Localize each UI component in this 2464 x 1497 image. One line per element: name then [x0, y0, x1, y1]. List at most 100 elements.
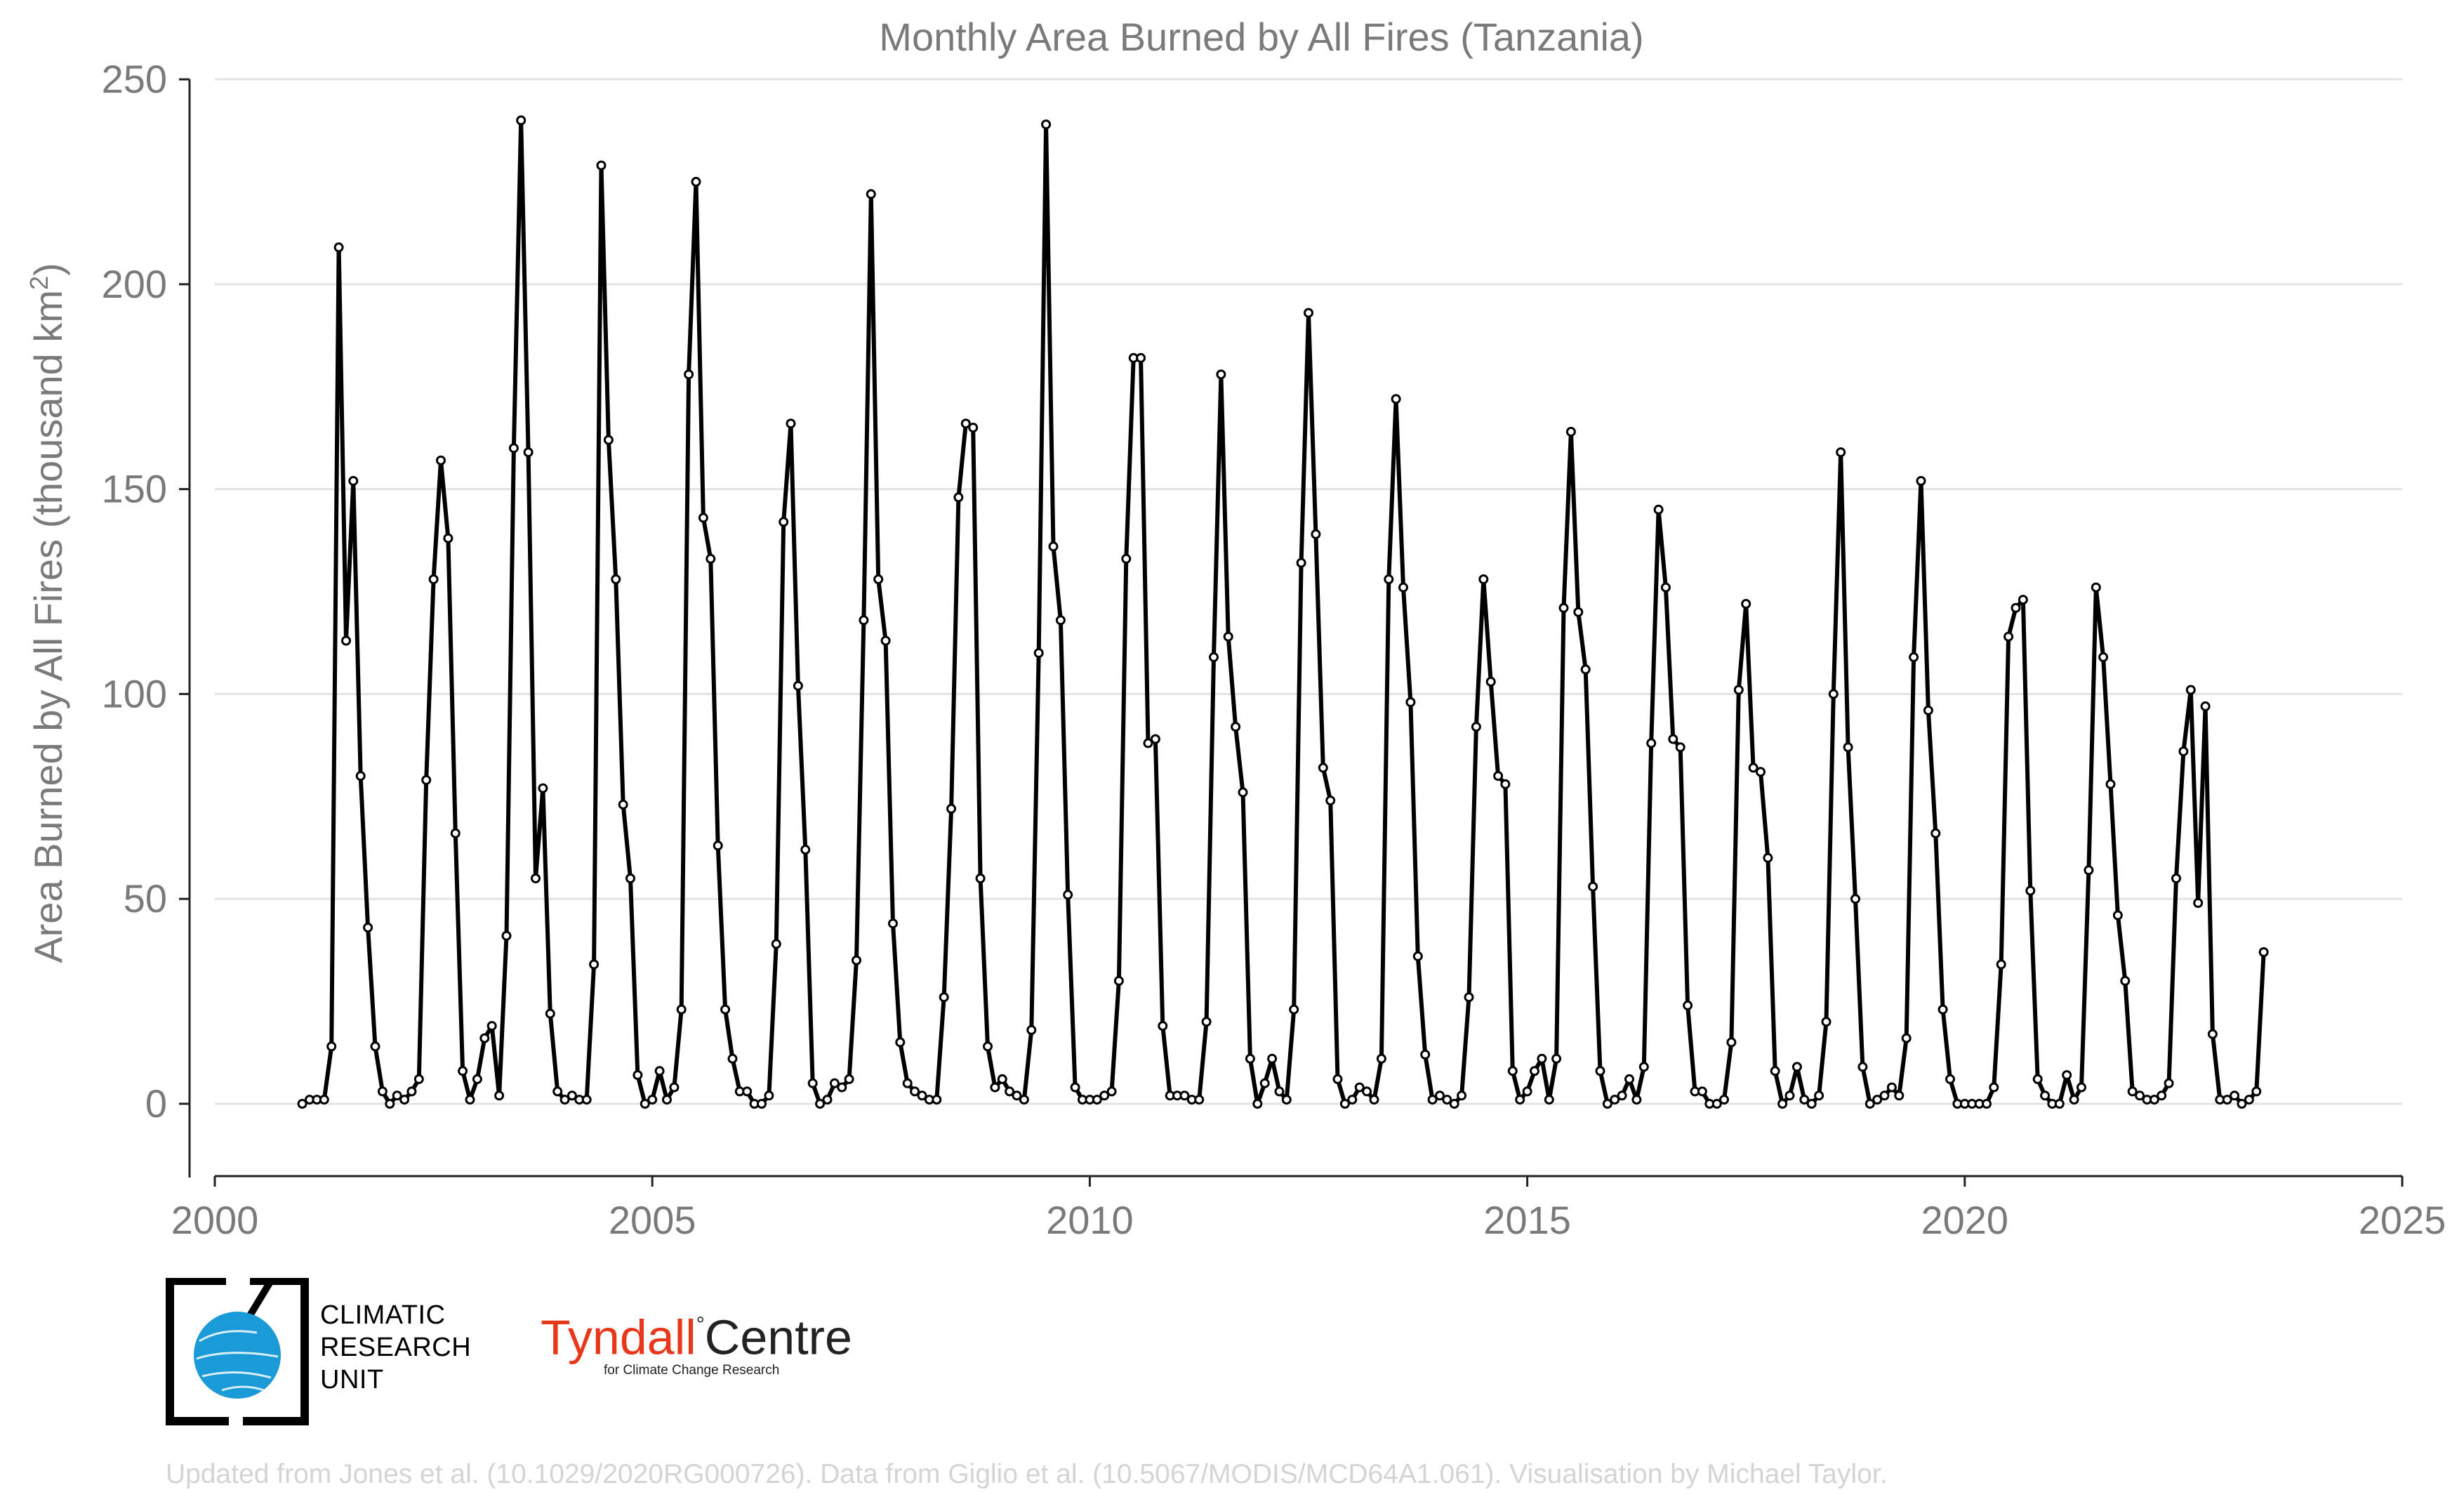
- data-point: [2164, 1078, 2174, 1088]
- data-point: [326, 1041, 337, 1052]
- data-point: [1099, 1090, 1110, 1101]
- data-point: [669, 1082, 680, 1093]
- data-point: [479, 1033, 490, 1043]
- data-point: [1223, 631, 1233, 642]
- data-point: [472, 1074, 482, 1084]
- data-point: [1274, 1086, 1285, 1097]
- data-point: [1799, 1095, 1810, 1105]
- data-point: [2200, 701, 2211, 711]
- data-point: [676, 1004, 687, 1015]
- data-point: [1624, 1074, 1634, 1084]
- tyndall-logo: Tyndall°Centre for Climate Change Resear…: [541, 1303, 863, 1408]
- data-point: [1653, 504, 1664, 515]
- data-point: [1304, 308, 1313, 318]
- data-point: [2127, 1086, 2138, 1097]
- data-point: [1886, 1082, 1897, 1093]
- data-point: [866, 189, 876, 199]
- data-point: [1777, 1099, 1788, 1109]
- data-point: [1500, 779, 1511, 789]
- data-point: [2098, 652, 2109, 662]
- data-point: [1485, 676, 1496, 687]
- data-point: [895, 1037, 906, 1048]
- data-point: [2171, 873, 2181, 883]
- data-point: [1580, 664, 1591, 675]
- data-point: [1238, 787, 1248, 798]
- data-point: [1063, 890, 1073, 900]
- data-point: [1318, 763, 1328, 773]
- data-point: [523, 447, 534, 458]
- data-point: [377, 1086, 388, 1097]
- data-point: [1982, 1099, 1992, 1109]
- data-point: [486, 1021, 497, 1031]
- data-point: [399, 1095, 410, 1105]
- data-point: [1551, 1053, 1562, 1064]
- data-point: [552, 1086, 563, 1097]
- data-point: [589, 959, 600, 970]
- data-point: [1930, 828, 1941, 838]
- data-point: [1420, 1049, 1431, 1060]
- data-point: [1332, 1074, 1343, 1084]
- data-point: [1092, 1095, 1102, 1105]
- data-point: [1143, 738, 1153, 748]
- data-point: [1879, 1090, 1890, 1101]
- data-point: [1179, 1090, 1190, 1101]
- data-point: [1391, 394, 1401, 404]
- data-point: [370, 1041, 380, 1052]
- data-point: [1384, 574, 1394, 584]
- data-point: [1121, 553, 1132, 564]
- data-point: [1471, 722, 1481, 732]
- data-point: [939, 992, 949, 1003]
- data-point: [1435, 1090, 1445, 1101]
- data-point: [1515, 1095, 1525, 1105]
- data-point: [2149, 1095, 2159, 1105]
- data-point: [1259, 1078, 1270, 1088]
- data-point: [1289, 1004, 1299, 1015]
- data-point: [2018, 595, 2028, 605]
- data-point: [1245, 1053, 1255, 1064]
- data-point: [1901, 1033, 1912, 1043]
- data-point: [363, 923, 373, 932]
- data-point: [742, 1086, 753, 1097]
- data-point: [632, 1070, 643, 1081]
- data-point: [428, 574, 439, 584]
- data-point: [2011, 602, 2021, 613]
- data-point: [902, 1078, 913, 1088]
- tyndall-name: Tyndall°Centre: [541, 1310, 852, 1365]
- data-point: [319, 1095, 329, 1105]
- data-point: [1617, 1090, 1627, 1101]
- data-point: [1296, 558, 1306, 568]
- data-point: [348, 475, 359, 486]
- data-point: [1588, 881, 1598, 892]
- data-point: [1909, 652, 1919, 662]
- data-point: [1602, 1099, 1612, 1109]
- data-point: [603, 435, 614, 445]
- data-point: [1836, 447, 1846, 458]
- data-point: [1026, 1024, 1037, 1035]
- data-point: [1530, 1066, 1539, 1076]
- data-point: [1843, 742, 1853, 753]
- data-point: [508, 443, 519, 454]
- data-point: [1449, 1099, 1459, 1109]
- data-point: [1945, 1074, 1955, 1084]
- data-point: [421, 774, 432, 785]
- data-point: [1522, 1086, 1532, 1097]
- data-point: [1711, 1099, 1722, 1109]
- data-point: [385, 1099, 395, 1109]
- data-point: [581, 1095, 592, 1105]
- data-point: [2185, 685, 2196, 695]
- data-point: [2069, 1095, 2079, 1105]
- data-point: [2135, 1090, 2145, 1101]
- data-point: [567, 1090, 577, 1101]
- data-point: [1719, 1095, 1729, 1105]
- data-point: [706, 553, 716, 564]
- tyndall-subtitle: for Climate Change Research: [604, 1363, 780, 1378]
- data-point: [771, 939, 781, 949]
- data-point: [1938, 1004, 1948, 1015]
- data-point: [531, 873, 541, 883]
- data-point: [443, 533, 453, 543]
- y-tick-label: 200: [102, 262, 167, 306]
- data-point: [392, 1090, 402, 1101]
- y-tick-label: 100: [102, 671, 167, 715]
- data-point: [983, 1041, 993, 1052]
